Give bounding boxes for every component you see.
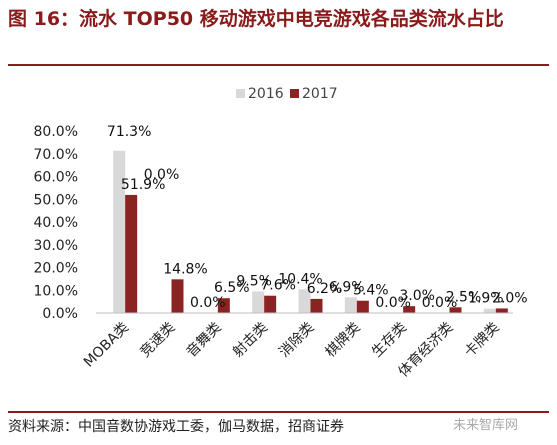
data-label-2017-7: 2.5% bbox=[446, 289, 482, 305]
y-tick-label: 10.0% bbox=[34, 283, 78, 299]
y-tick-label: 60.0% bbox=[34, 170, 78, 186]
category-label: 棋牌类 bbox=[322, 319, 364, 361]
legend-swatch-2017 bbox=[290, 89, 299, 98]
category-label: 消除类 bbox=[276, 320, 317, 361]
data-label-2017-1: 14.8% bbox=[163, 261, 207, 277]
bar-2017-2 bbox=[217, 298, 230, 313]
data-label-2016-1: 0.0% bbox=[144, 167, 180, 183]
data-label-2016-8: 1.9% bbox=[468, 291, 504, 307]
y-tick-label: 20.0% bbox=[34, 261, 78, 277]
bar-2017-0 bbox=[125, 194, 138, 313]
legend-swatch-2016 bbox=[236, 89, 245, 98]
data-label-2016-5: 6.9% bbox=[329, 279, 365, 295]
data-label-2016-2: 0.0% bbox=[190, 295, 226, 311]
bar-2017-6 bbox=[403, 306, 416, 313]
y-tick-label: 0.0% bbox=[42, 306, 78, 322]
category-label: 音舞类 bbox=[183, 319, 225, 361]
data-label-2017-6: 3.0% bbox=[399, 288, 435, 304]
category-label: 卡牌类 bbox=[461, 319, 503, 361]
data-label-2017-2: 6.5% bbox=[214, 280, 250, 296]
bar-chart: 2016 2017 0.0% 10.0% 20.0% 30.0% 40.0% 50.0% 60… bbox=[34, 86, 528, 380]
category-label: 竞速类 bbox=[137, 319, 179, 361]
data-labels: 71.3%51.9%0.0%14.8%0.0%6.5%9.5%7.6%10.4%… bbox=[107, 124, 528, 311]
bar-2016-3 bbox=[252, 291, 265, 313]
y-tick-label: 80.0% bbox=[34, 124, 78, 140]
category-label: MOBA类 bbox=[81, 320, 132, 371]
y-tick-label: 40.0% bbox=[34, 215, 78, 231]
watermark: 未来智库网 bbox=[453, 418, 519, 433]
legend-label-2017: 2017 bbox=[302, 86, 338, 102]
data-label-2016-6: 0.0% bbox=[375, 295, 411, 311]
bar-2017-8 bbox=[495, 308, 508, 313]
bar-2017-1 bbox=[171, 279, 184, 313]
source-note: 资料来源：中国音数协游戏工委，伽马数据，招商证券 bbox=[8, 419, 344, 435]
data-label-2017-5: 5.4% bbox=[353, 283, 389, 299]
data-label-2017-8: 2.0% bbox=[492, 290, 528, 306]
source-divider bbox=[8, 411, 549, 413]
title-divider bbox=[8, 64, 549, 66]
data-label-2016-4: 10.4% bbox=[278, 271, 322, 287]
bar-2017-3 bbox=[264, 295, 277, 313]
bar-2017-7 bbox=[449, 307, 462, 313]
y-axis: 0.0% 10.0% 20.0% 30.0% 40.0% 50.0% 60.0% 70.0% 8… bbox=[34, 124, 78, 322]
bar-2017-4 bbox=[310, 298, 323, 313]
bar-2016-4 bbox=[298, 289, 311, 313]
legend: 2016 2017 bbox=[236, 86, 338, 102]
bar-2016-5 bbox=[344, 297, 357, 313]
bar-2017-5 bbox=[356, 300, 369, 313]
bar-2016-8 bbox=[483, 308, 496, 313]
chart-title: 图 16：流水 TOP50 移动游戏中电竞游戏各品类流水占比 bbox=[8, 8, 504, 30]
y-tick-label: 30.0% bbox=[34, 238, 78, 254]
data-label-2017-4: 6.2% bbox=[307, 281, 343, 297]
data-label-2016-3: 9.5% bbox=[236, 273, 272, 289]
data-label-2017-3: 7.6% bbox=[260, 278, 296, 294]
category-label: 射击类 bbox=[230, 320, 271, 361]
bars bbox=[113, 150, 508, 313]
category-label: 生存类 bbox=[369, 320, 410, 361]
legend-label-2016: 2016 bbox=[248, 86, 284, 102]
data-label-2017-0: 51.9% bbox=[121, 177, 165, 193]
data-label-2016-7: 0.0% bbox=[422, 295, 458, 311]
y-tick-label: 70.0% bbox=[34, 147, 78, 163]
data-label-2016-0: 71.3% bbox=[107, 124, 151, 140]
y-tick-label: 50.0% bbox=[34, 192, 78, 208]
bar-2016-0 bbox=[113, 150, 126, 313]
